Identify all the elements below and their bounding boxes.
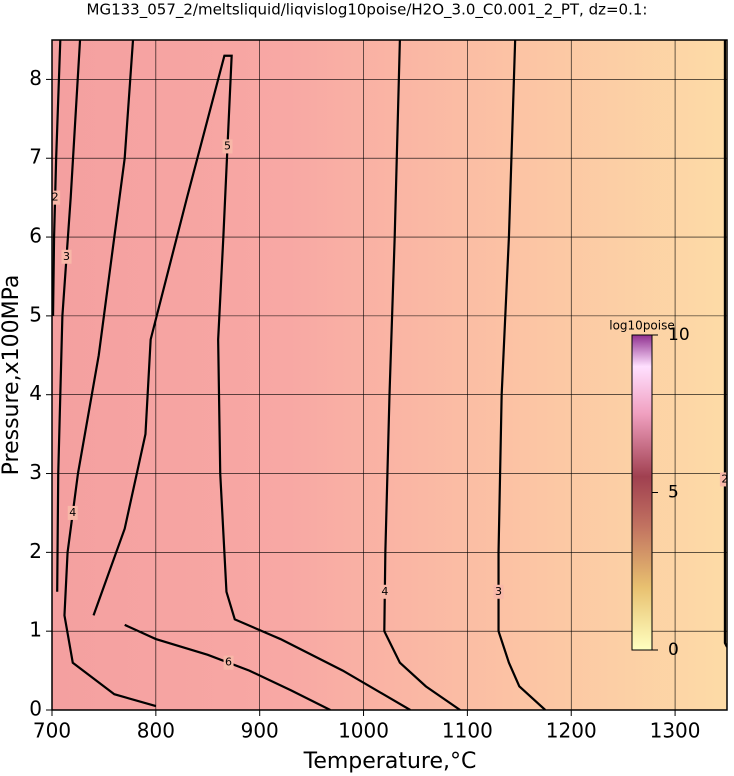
contour-line bbox=[92, 54, 411, 710]
colorbar-tick-label: 10 bbox=[668, 325, 690, 345]
contour-label: 5 bbox=[224, 139, 231, 152]
colorbar-tick-label: 0 bbox=[668, 640, 679, 660]
y-tick-label: 8 bbox=[29, 66, 42, 90]
contour-label-bg bbox=[379, 584, 390, 599]
contour-label: 2 bbox=[52, 191, 59, 204]
y-tick-label: 3 bbox=[29, 460, 42, 484]
contour-label-bg bbox=[61, 249, 72, 264]
contour-label: 6 bbox=[225, 656, 232, 669]
plot-frame bbox=[51, 39, 728, 711]
x-tick-label: 1200 bbox=[546, 719, 597, 743]
contour-label-bg bbox=[222, 139, 233, 154]
chart-title: MG133_057_2/meltsliquid/liqvislog10poise… bbox=[87, 1, 648, 20]
contour-label-bg bbox=[67, 505, 78, 520]
contours: 2 3 4 5 4 6 3 2 bbox=[52, 40, 728, 710]
y-tick-label: 7 bbox=[29, 145, 42, 169]
contour-label: 3 bbox=[63, 250, 70, 263]
y-tick-label: 0 bbox=[29, 697, 42, 721]
x-tick-label: 1300 bbox=[650, 719, 701, 743]
x-tick-label: 700 bbox=[33, 719, 71, 743]
contour-label-bg bbox=[52, 190, 61, 205]
contour-label-bg bbox=[719, 472, 727, 487]
contour-label-bg bbox=[493, 584, 504, 599]
y-tick-label: 4 bbox=[29, 381, 42, 405]
x-axis-label: Temperature,°C bbox=[303, 749, 477, 774]
contour-label: 4 bbox=[69, 506, 76, 519]
y-tick-label: 2 bbox=[29, 539, 42, 563]
colorbar-label: log10poise bbox=[609, 319, 675, 333]
x-tick-label: 1100 bbox=[442, 719, 493, 743]
y-tick-label: 6 bbox=[29, 224, 42, 248]
contour-label: 2 bbox=[721, 472, 728, 485]
contour-line bbox=[63, 40, 157, 708]
x-tick-label: 1000 bbox=[338, 719, 389, 743]
y-axis-label: Pressure,x100MPa bbox=[0, 275, 24, 476]
x-tick-label: 800 bbox=[137, 719, 175, 743]
colorbar bbox=[631, 334, 653, 651]
contour-line bbox=[56, 40, 82, 592]
contour-label: 4 bbox=[381, 585, 388, 598]
contour-label: 3 bbox=[495, 585, 502, 598]
y-tick-label: 5 bbox=[29, 302, 42, 326]
contour-label-bg bbox=[223, 655, 234, 670]
x-tick-label: 900 bbox=[241, 719, 279, 743]
colorbar-tick-label: 5 bbox=[668, 483, 679, 503]
y-tick-label: 1 bbox=[29, 618, 42, 642]
